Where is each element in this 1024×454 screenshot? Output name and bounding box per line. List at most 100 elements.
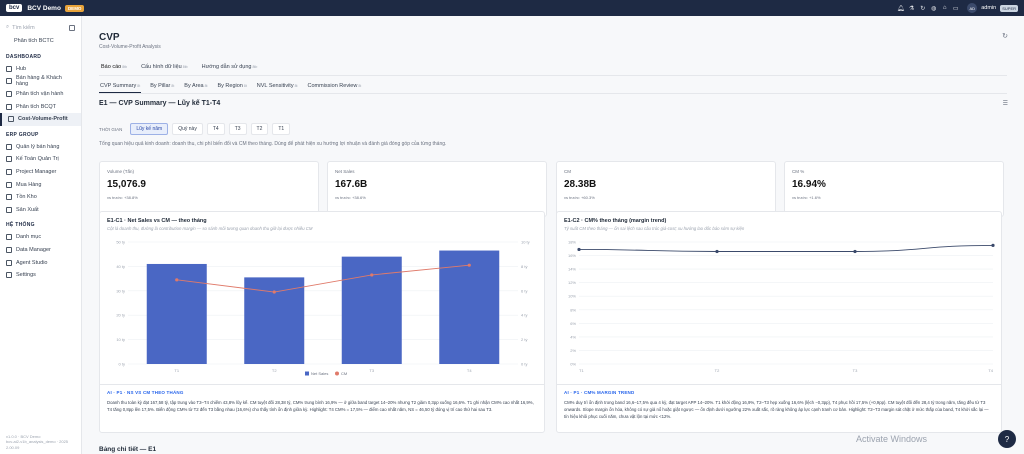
box-icon	[6, 194, 12, 201]
y-right-tick-label: 6 tỷ	[521, 288, 527, 293]
calculator-icon	[6, 156, 12, 163]
sidebar-item-agent[interactable]: Agent Studio	[0, 256, 81, 269]
subtab-nvl-sensitivity[interactable]: NVL Sensitivity8t	[256, 83, 299, 93]
home-icon[interactable]: ⌂	[942, 5, 947, 11]
flask-icon[interactable]: ⚗︎	[909, 5, 915, 12]
collapse-sidebar-icon[interactable]	[69, 24, 75, 31]
x-tick-label: T1	[174, 368, 179, 373]
tab-data-config[interactable]: Cấu hình dữ liệu8tb	[139, 62, 190, 76]
sidebar-item-label: Sản Xuất	[16, 206, 39, 213]
y-left-tick-label: 50 tỷ	[116, 240, 125, 245]
subtab-cvp-summary[interactable]: CVP Summary8t	[99, 83, 142, 93]
tab-label: Hướng dẫn sử dụng	[201, 64, 252, 70]
refresh-icon[interactable]: ↻	[1002, 33, 1008, 40]
factory-icon	[6, 206, 12, 213]
tab-report[interactable]: Báo cáo8tb	[99, 62, 130, 76]
filter-label: THỜI GIAN	[99, 126, 123, 132]
avatar[interactable]: AD	[967, 3, 978, 13]
globe-icon[interactable]: ◍	[931, 5, 937, 12]
legend-label-net-sales: Net Sales	[311, 371, 328, 376]
list-icon	[6, 234, 12, 241]
filter-chip-t2[interactable]: T2	[250, 123, 269, 135]
build-text: bcv-ai2-v1b_analysis_demo · 2025	[6, 439, 69, 444]
kpi-value: 16.94%	[792, 179, 826, 190]
sidebar-item-project[interactable]: Project Manager	[0, 166, 81, 179]
ai-insight-box: AI · P1 · NS VS CM THEO THÁNG Doanh thu …	[100, 384, 544, 434]
app-name: BCV Demo	[27, 4, 61, 12]
subtab-label: By Region	[217, 83, 243, 89]
sidebar-item-bctc[interactable]: Phân tích BCTC	[0, 35, 81, 48]
kpi-value: 167.6B	[335, 179, 368, 190]
sidebar-item-catalog[interactable]: Danh mục	[0, 231, 81, 244]
sidebar-item-accounting[interactable]: Kế Toán Quản Trị	[0, 153, 81, 166]
chat-icon[interactable]: ▭	[952, 5, 959, 12]
subtab-count: 8t	[243, 84, 247, 88]
sidebar-item-inventory[interactable]: Tồn Kho	[0, 191, 81, 204]
tab-guide[interactable]: Hướng dẫn sử dụng8tb	[200, 62, 260, 76]
subtab-label: Commission Review	[307, 83, 358, 89]
filter-chip-ytd[interactable]: Lũy kế năm	[130, 123, 169, 135]
sidebar-item-purchase[interactable]: Mua Hàng	[0, 178, 81, 191]
user-name[interactable]: admin	[981, 5, 997, 11]
sidebar-item-sales[interactable]: Bán hàng & Khách hàng	[0, 75, 81, 88]
sidebar-search[interactable]: ⌕ Tìm kiếm	[0, 16, 81, 35]
subtab-count: 8t	[358, 84, 362, 88]
page-subtitle: Cost-Volume-Profit Analysis	[99, 44, 161, 50]
subtab-commission-review[interactable]: Commission Review8t	[307, 83, 363, 93]
ai-insight-title: AI · P1 · NS VS CM THEO THÁNG	[107, 390, 184, 395]
y-left-tick-label: 10 tỷ	[116, 337, 125, 342]
sidebar-item-bcqt[interactable]: Phân tích BCQT	[0, 100, 81, 113]
subtab-count: 8t	[204, 84, 208, 88]
section-description: Tổng quan hiệu quả kinh doanh: doanh thu…	[99, 141, 447, 147]
search-input[interactable]: Tìm kiếm	[12, 24, 35, 31]
menu-icon[interactable]: ☰	[1002, 101, 1008, 107]
cm-pct-point	[991, 243, 995, 247]
x-tick-label: T2	[272, 368, 277, 373]
refresh-icon[interactable]: ↻	[920, 5, 926, 12]
sidebar-item-sales-mgmt[interactable]: Quản lý bán hàng	[0, 141, 81, 154]
filter-chip-t4[interactable]: T4	[206, 123, 225, 135]
subtab-by-pillar[interactable]: By Pillar8t	[149, 83, 175, 93]
cm-point	[175, 278, 179, 282]
y-tick-label: 2%	[570, 348, 576, 353]
main-content: CVP Cost-Volume-Profit Analysis ↻ Báo cá…	[82, 16, 1024, 454]
help-button[interactable]: ?	[998, 430, 1016, 448]
sidebar-item-data[interactable]: Data Manager	[0, 244, 81, 257]
subtab-by-area[interactable]: By Area8t	[183, 83, 208, 93]
subtab-label: NVL Sensitivity	[256, 83, 294, 89]
sidebar-item-settings[interactable]: Settings	[0, 269, 81, 282]
cm-pct-point	[715, 249, 719, 254]
sidebar-item-cvp[interactable]: Cost-Volume-Profit	[0, 112, 81, 126]
y-right-tick-label: 0 tỷ	[521, 362, 527, 367]
sidebar-item-ops[interactable]: Phân tích vận hành	[0, 88, 81, 101]
top-right-controls: 🔔︎ ⚗︎ ↻ ◍ ⌂ ▭ AD admin SUPER	[897, 3, 1018, 13]
sidebar-item-production[interactable]: Sản Xuất	[0, 204, 81, 217]
subtab-by-region[interactable]: By Region8t	[216, 83, 247, 93]
kpi-card-volume: Volume (Tấn) 15,076.9 vs trước: +38.8%	[99, 161, 319, 217]
main-tabs: Báo cáo8tb Cấu hình dữ liệu8tb Hướng dẫn…	[99, 62, 259, 76]
y-left-tick-label: 30 tỷ	[116, 288, 125, 293]
app-logo[interactable]: bcv	[6, 4, 23, 12]
cm-pct-line	[578, 244, 994, 252]
demo-badge: DEMO	[64, 4, 85, 12]
filter-chip-quarter[interactable]: Quý này	[172, 123, 203, 135]
sidebar-item-label: Data Manager	[16, 247, 51, 254]
section-title: E1 — CVP Summary — Lũy kế T1-T4	[99, 100, 221, 107]
time-filter: THỜI GIAN Lũy kế năm Quý này T4 T3 T2 T1	[99, 123, 291, 135]
sidebar-item-label: Phân tích BCQT	[16, 103, 57, 110]
sidebar-item-label: Project Manager	[16, 169, 57, 176]
bell-icon[interactable]: 🔔︎	[896, 5, 905, 12]
chart-card-cm-trend: E1-C2 · CM% theo tháng (margin trend) Tỷ…	[556, 211, 1002, 433]
filter-chip-t3[interactable]: T3	[228, 123, 247, 135]
subtab-count: 8t	[171, 84, 175, 88]
page-title: CVP	[99, 32, 120, 43]
chart-card-ns-cm: E1-C1 · Net Sales vs CM — theo tháng Cột…	[99, 211, 545, 433]
y-left-tick-label: 20 tỷ	[116, 313, 125, 318]
hub-icon	[6, 65, 12, 72]
filter-chip-t1[interactable]: T1	[272, 123, 291, 135]
y-tick-label: 12%	[568, 280, 576, 285]
ai-insight-text: CM% duy trì ổn định trong band 16,6–17,5…	[564, 400, 989, 419]
role-badge: SUPER	[1000, 4, 1018, 12]
kpi-delta: vs trước: +38.8%	[107, 195, 138, 200]
sidebar-item-hub[interactable]: Hub	[0, 63, 81, 76]
